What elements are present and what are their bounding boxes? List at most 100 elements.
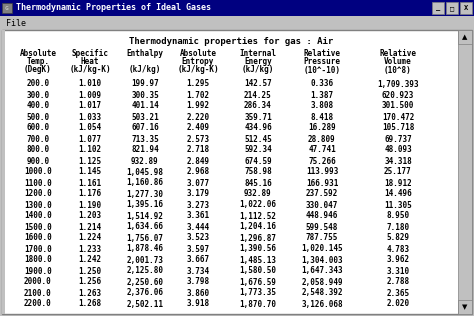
Text: 1,277.30: 1,277.30: [127, 190, 164, 198]
Text: 1,773.35: 1,773.35: [239, 289, 276, 297]
Text: 2.020: 2.020: [386, 300, 410, 308]
Text: 2,250.60: 2,250.60: [127, 277, 164, 287]
Text: 1,676.59: 1,676.59: [239, 277, 276, 287]
Text: Internal: Internal: [239, 50, 276, 58]
Bar: [2, 30, 5, 314]
Text: Thermodynamic Properties of Ideal Gases: Thermodynamic Properties of Ideal Gases: [16, 3, 211, 13]
Text: 400.0: 400.0: [27, 101, 50, 111]
Bar: [0, 16, 474, 30]
Text: 3.734: 3.734: [186, 266, 210, 276]
Text: 3.918: 3.918: [186, 300, 210, 308]
Text: 600.0: 600.0: [27, 124, 50, 132]
Text: 512.45: 512.45: [244, 135, 272, 143]
Text: G: G: [5, 5, 9, 10]
Text: Pressure: Pressure: [303, 58, 340, 66]
Text: 2,001.73: 2,001.73: [127, 256, 164, 264]
Text: 3.361: 3.361: [186, 211, 210, 221]
Text: 1400.0: 1400.0: [24, 211, 52, 221]
Text: 932.89: 932.89: [131, 156, 159, 166]
Text: 900.0: 900.0: [27, 156, 50, 166]
Text: 3.597: 3.597: [186, 245, 210, 253]
Text: 300.0: 300.0: [27, 90, 50, 100]
Text: File: File: [6, 19, 26, 27]
Text: 1,020.145: 1,020.145: [301, 245, 343, 253]
Bar: [446, 2, 458, 14]
Text: 237.592: 237.592: [306, 190, 338, 198]
Text: Specific: Specific: [72, 50, 109, 58]
Text: 1.263: 1.263: [78, 289, 101, 297]
Text: 674.59: 674.59: [244, 156, 272, 166]
Text: 2.409: 2.409: [186, 124, 210, 132]
Text: 1.145: 1.145: [78, 167, 101, 177]
Text: 200.0: 200.0: [27, 80, 50, 88]
Text: 1,756.07: 1,756.07: [127, 234, 164, 242]
Text: 1.017: 1.017: [78, 101, 101, 111]
Text: Relative: Relative: [380, 50, 417, 58]
Text: 18.912: 18.912: [384, 179, 412, 187]
Text: (kJ/kg-K): (kJ/kg-K): [177, 65, 219, 75]
Text: 1600.0: 1600.0: [24, 234, 52, 242]
Text: 25.177: 25.177: [384, 167, 412, 177]
Text: Absolute: Absolute: [19, 50, 56, 58]
Text: 700.0: 700.0: [27, 135, 50, 143]
Text: 1100.0: 1100.0: [24, 179, 52, 187]
Text: 359.71: 359.71: [244, 112, 272, 121]
Text: 3.444: 3.444: [186, 222, 210, 232]
Text: 3.273: 3.273: [186, 200, 210, 210]
Text: 1,296.87: 1,296.87: [239, 234, 276, 242]
Text: _: _: [436, 5, 440, 11]
Text: 5.829: 5.829: [386, 234, 410, 242]
Text: 34.318: 34.318: [384, 156, 412, 166]
Text: 1500.0: 1500.0: [24, 222, 52, 232]
Text: 75.266: 75.266: [308, 156, 336, 166]
Text: 2.968: 2.968: [186, 167, 210, 177]
Text: 1.224: 1.224: [78, 234, 101, 242]
Text: 1.203: 1.203: [78, 211, 101, 221]
Bar: [432, 2, 444, 14]
Text: 1800.0: 1800.0: [24, 256, 52, 264]
Text: 2.788: 2.788: [386, 277, 410, 287]
Text: 1,304.003: 1,304.003: [301, 256, 343, 264]
Text: 286.34: 286.34: [244, 101, 272, 111]
Text: 1.268: 1.268: [78, 300, 101, 308]
Text: 1.295: 1.295: [186, 80, 210, 88]
Text: 2.849: 2.849: [186, 156, 210, 166]
Text: 7.180: 7.180: [386, 222, 410, 232]
Text: 1,870.70: 1,870.70: [239, 300, 276, 308]
Text: 3.808: 3.808: [310, 101, 334, 111]
Text: 1.033: 1.033: [78, 112, 101, 121]
Text: 330.047: 330.047: [306, 200, 338, 210]
Text: 3.523: 3.523: [186, 234, 210, 242]
Text: ▼: ▼: [462, 304, 468, 310]
Text: 2,125.80: 2,125.80: [127, 266, 164, 276]
Text: 1.387: 1.387: [310, 90, 334, 100]
Text: 3.962: 3.962: [386, 256, 410, 264]
Text: 3.798: 3.798: [186, 277, 210, 287]
Bar: [458, 30, 472, 314]
Text: 1900.0: 1900.0: [24, 266, 52, 276]
Text: 713.35: 713.35: [131, 135, 159, 143]
Text: 932.89: 932.89: [244, 190, 272, 198]
Text: 2.365: 2.365: [386, 289, 410, 297]
Text: 166.931: 166.931: [306, 179, 338, 187]
Bar: [458, 300, 472, 314]
Text: 1300.0: 1300.0: [24, 200, 52, 210]
Text: 1,390.56: 1,390.56: [239, 245, 276, 253]
Text: 1700.0: 1700.0: [24, 245, 52, 253]
Text: Relative: Relative: [303, 50, 340, 58]
Text: 2.220: 2.220: [186, 112, 210, 121]
Bar: [460, 2, 472, 14]
Text: (10^-10): (10^-10): [303, 65, 340, 75]
Text: 1.010: 1.010: [78, 80, 101, 88]
Text: 105.718: 105.718: [382, 124, 414, 132]
Text: 2000.0: 2000.0: [24, 277, 52, 287]
Text: 1,045.98: 1,045.98: [127, 167, 164, 177]
Text: 4.783: 4.783: [386, 245, 410, 253]
Text: Entropy: Entropy: [182, 58, 214, 66]
Text: 1,878.46: 1,878.46: [127, 245, 164, 253]
Text: Energy: Energy: [244, 58, 272, 66]
Text: 1,160.86: 1,160.86: [127, 179, 164, 187]
Text: 592.34: 592.34: [244, 145, 272, 155]
Text: 845.16: 845.16: [244, 179, 272, 187]
Text: 3.860: 3.860: [186, 289, 210, 297]
